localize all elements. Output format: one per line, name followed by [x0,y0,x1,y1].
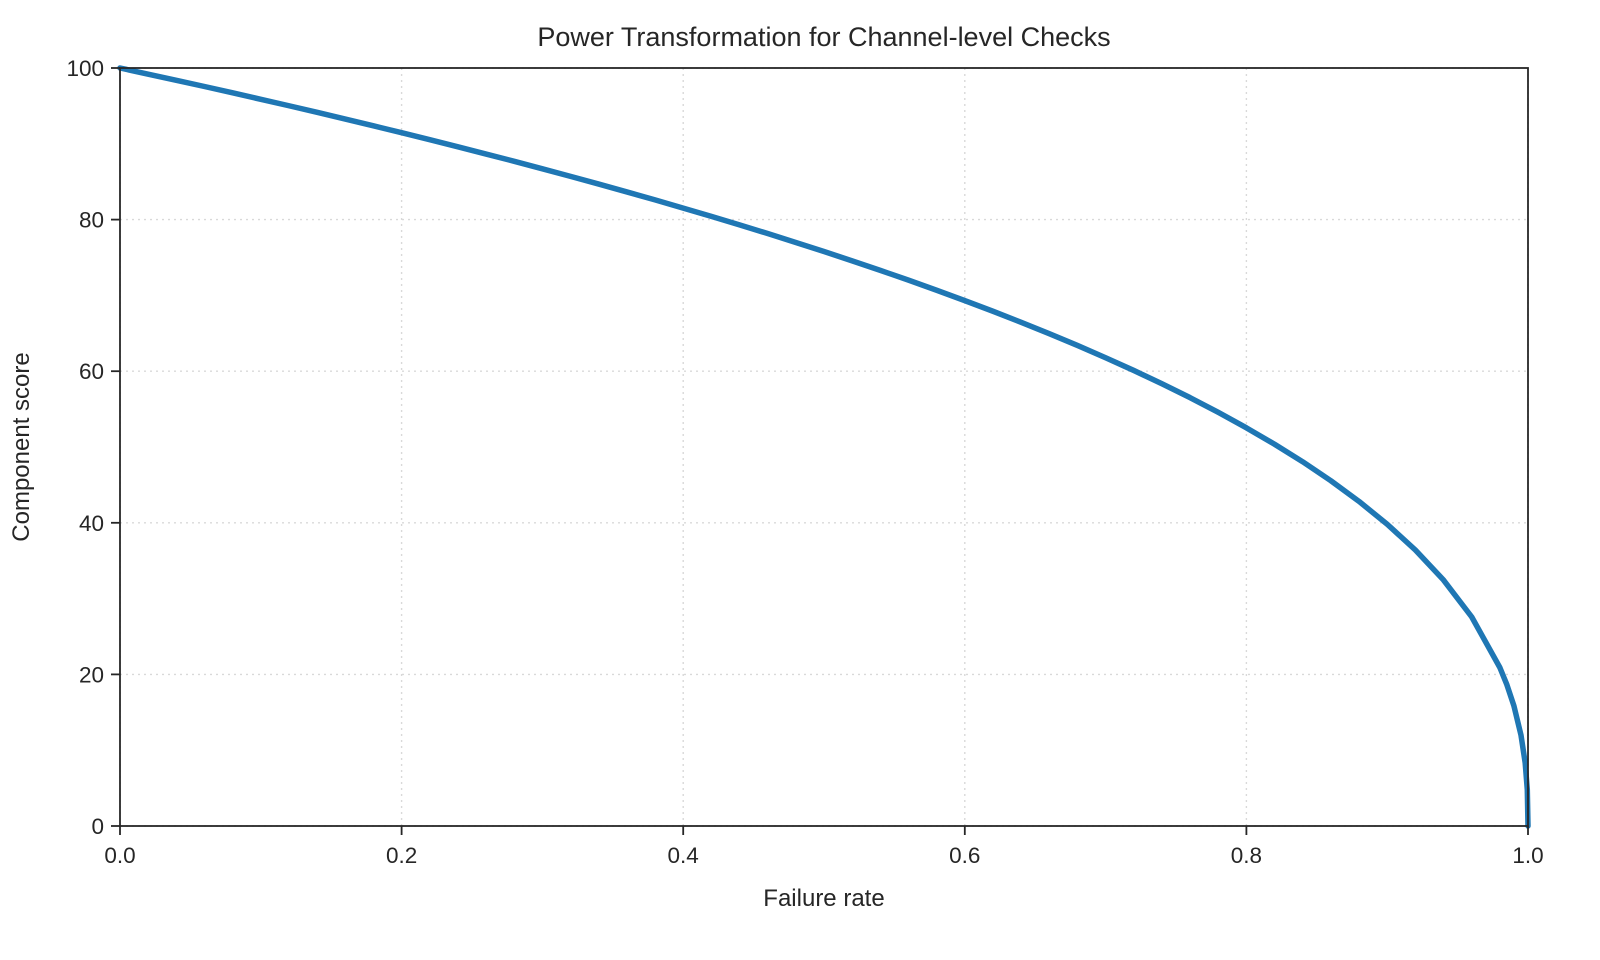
x-axis-label: Failure rate [763,885,885,912]
y-tick-label: 40 [79,511,104,536]
y-tick-label: 80 [79,208,104,233]
chart-title: Power Transformation for Channel-level C… [537,22,1111,52]
x-tick-label: 0.6 [949,843,980,868]
x-tick-label: 0.0 [104,843,135,868]
x-tick-label: 0.8 [1231,843,1262,868]
data-line [117,65,1531,829]
x-tick-label: 0.4 [668,843,699,868]
x-tick-label: 1.0 [1512,843,1543,868]
y-tick-label: 100 [66,56,104,81]
y-tick-label: 0 [91,814,104,839]
y-tick-label: 60 [79,359,104,384]
plot-frame [119,67,1529,827]
y-tick-label: 20 [79,662,104,687]
x-tick-label: 0.2 [386,843,417,868]
